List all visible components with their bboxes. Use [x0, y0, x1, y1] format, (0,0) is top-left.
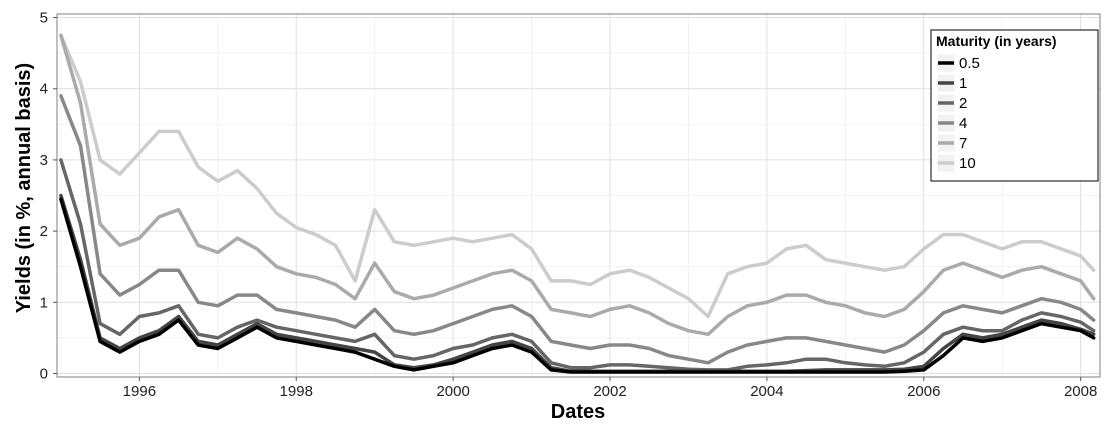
legend-title: Maturity (in years): [936, 33, 1057, 49]
series-line-2: [59, 158, 1096, 372]
y-axis-title: Yields (in %, annual basis): [13, 63, 35, 313]
y-axis-ticks: 0 1 2 3 4 5: [40, 10, 57, 382]
legend-label: 2: [959, 95, 967, 112]
legend-label: 4: [959, 115, 967, 132]
series-line-10: [59, 33, 1096, 319]
legend-label: 10: [959, 155, 976, 172]
x-tick-label: 2008: [1064, 383, 1097, 400]
x-axis-title: Dates: [551, 401, 605, 423]
plot-border: [56, 13, 1101, 378]
x-tick-label: 2006: [907, 383, 940, 400]
y-tick-label: 5: [40, 10, 48, 27]
x-tick-label: 2002: [593, 383, 626, 400]
x-tick-label: 2004: [750, 383, 783, 400]
x-tick-label: 1996: [123, 383, 156, 400]
y-tick-label: 1: [40, 294, 48, 311]
legend: Maturity (in years) 0.5 1 2 4 7 10: [930, 29, 1099, 182]
legend-label: 0.5: [959, 55, 980, 72]
series-line-0-5: [59, 197, 1096, 374]
y-tick-label: 4: [40, 81, 48, 98]
series-line-7: [59, 33, 1096, 337]
x-tick-label: 1998: [280, 383, 313, 400]
y-tick-label: 3: [40, 152, 48, 169]
series-line-4: [59, 94, 1096, 365]
legend-label: 7: [959, 135, 967, 152]
legend-label: 1: [959, 75, 967, 92]
y-tick-label: 0: [40, 365, 48, 382]
x-axis-ticks: 1996 1998 2000 2002 2004 2006 2008: [123, 377, 1097, 400]
y-tick-label: 2: [40, 223, 48, 240]
grid-major: [57, 14, 1100, 377]
x-tick-label: 2000: [436, 383, 469, 400]
legend-items: 0.5 1 2 4 7 10: [936, 53, 980, 173]
series-layer: [59, 33, 1096, 374]
legend-box: [930, 29, 1099, 182]
grid-minor: [57, 14, 1100, 377]
